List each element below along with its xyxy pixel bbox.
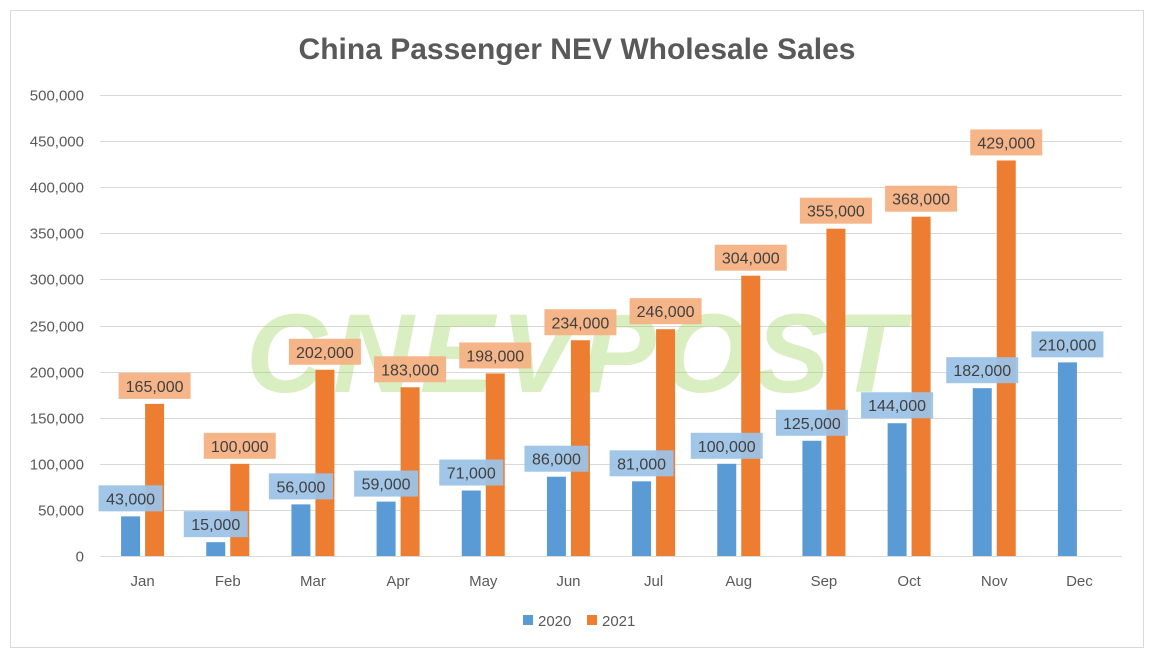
x-tick-label: Aug <box>725 573 752 590</box>
y-tick-label: 100,000 <box>30 457 84 474</box>
data-label-box <box>374 356 447 383</box>
data-label: 368,000 <box>892 192 950 209</box>
legend-label: 2021 <box>602 613 635 630</box>
bar-2020-May <box>461 490 481 556</box>
x-tick-label: Sep <box>811 573 838 590</box>
data-label-box <box>459 342 532 369</box>
data-label-box <box>775 409 848 436</box>
y-tick-label: 150,000 <box>30 411 84 428</box>
data-label: 15,000 <box>191 517 240 534</box>
x-tick-label: Dec <box>1066 573 1093 590</box>
data-label: 234,000 <box>551 315 609 332</box>
x-tick-label: Jul <box>644 573 663 590</box>
data-label: 56,000 <box>276 479 325 496</box>
bar-2020-Jul <box>632 481 652 556</box>
x-tick-label: Nov <box>981 573 1008 590</box>
x-tick-label: Jan <box>130 573 154 590</box>
bar-2021-Jan <box>145 403 165 556</box>
bar-2020-Mar <box>291 504 311 556</box>
data-label: 355,000 <box>807 204 865 221</box>
data-label-box <box>98 485 163 512</box>
bar-2021-Feb <box>230 463 250 556</box>
data-label: 304,000 <box>722 251 780 268</box>
data-label-box <box>268 473 333 500</box>
data-label: 43,000 <box>106 491 155 508</box>
data-label-box <box>439 459 504 486</box>
data-label: 100,000 <box>211 439 269 456</box>
data-label-box <box>629 298 702 325</box>
legend-swatch-2020 <box>523 615 533 625</box>
x-tick-label: Feb <box>215 573 241 590</box>
data-label-box <box>203 432 276 459</box>
data-label-box <box>885 185 958 212</box>
data-label: 198,000 <box>466 348 524 365</box>
data-label: 202,000 <box>296 345 354 362</box>
y-tick-label: 200,000 <box>30 365 84 382</box>
x-tick-label: Apr <box>386 573 409 590</box>
bar-2020-Apr <box>376 501 396 556</box>
data-label-box <box>1031 331 1104 358</box>
x-tick-label: Oct <box>897 573 921 590</box>
bar-2020-Oct <box>887 423 907 556</box>
data-label: 81,000 <box>617 456 666 473</box>
data-label: 182,000 <box>953 363 1011 380</box>
data-label-box <box>183 511 248 538</box>
bar-2020-Sep <box>802 440 822 556</box>
data-label: 210,000 <box>1038 337 1096 354</box>
data-label: 183,000 <box>381 362 439 379</box>
data-label: 429,000 <box>977 135 1035 152</box>
legend-label: 2020 <box>538 613 571 630</box>
y-tick-label: 450,000 <box>30 134 84 151</box>
y-tick-label: 50,000 <box>38 503 84 520</box>
data-label-box <box>609 450 674 477</box>
data-label-box <box>861 392 934 419</box>
x-tick-label: Jun <box>556 573 580 590</box>
data-label: 165,000 <box>126 379 184 396</box>
data-label-box <box>524 445 589 472</box>
y-tick-label: 250,000 <box>30 319 84 336</box>
data-label: 246,000 <box>637 304 695 321</box>
bar-2020-Dec <box>1057 362 1077 556</box>
data-label-box <box>799 197 872 224</box>
data-label: 59,000 <box>362 477 411 494</box>
bar-2020-Nov <box>972 388 992 556</box>
data-label: 86,000 <box>532 452 581 469</box>
data-label: 125,000 <box>783 416 841 433</box>
y-tick-label: 400,000 <box>30 180 84 197</box>
data-label-box <box>690 432 763 459</box>
data-label: 100,000 <box>698 439 756 456</box>
data-label-box <box>544 309 617 336</box>
bar-2021-Sep <box>826 228 846 556</box>
y-tick-label: 0 <box>76 549 84 566</box>
chart-title: China Passenger NEV Wholesale Sales <box>299 33 856 66</box>
y-tick-label: 500,000 <box>30 88 84 105</box>
bar-2020-Jun <box>546 476 566 556</box>
data-label-box <box>946 357 1019 384</box>
data-label-box <box>354 470 419 497</box>
x-tick-label: Mar <box>300 573 326 590</box>
y-tick-label: 350,000 <box>30 226 84 243</box>
legend-swatch-2021 <box>587 615 597 625</box>
bar-2021-Aug <box>741 275 761 556</box>
x-tick-label: May <box>469 573 498 590</box>
data-label-box <box>714 244 787 271</box>
bar-2020-Jan <box>121 516 141 556</box>
bar-2021-Oct <box>911 216 931 557</box>
data-label-box <box>970 129 1043 156</box>
data-label: 71,000 <box>447 466 496 483</box>
data-label-box <box>118 372 191 399</box>
y-tick-label: 300,000 <box>30 272 84 289</box>
data-label: 144,000 <box>868 398 926 415</box>
bar-2021-Mar <box>315 369 335 556</box>
bar-2020-Aug <box>717 463 737 556</box>
data-label-box <box>288 338 361 365</box>
bar-2020-Feb <box>206 542 226 556</box>
bar-2021-Jul <box>656 329 676 556</box>
